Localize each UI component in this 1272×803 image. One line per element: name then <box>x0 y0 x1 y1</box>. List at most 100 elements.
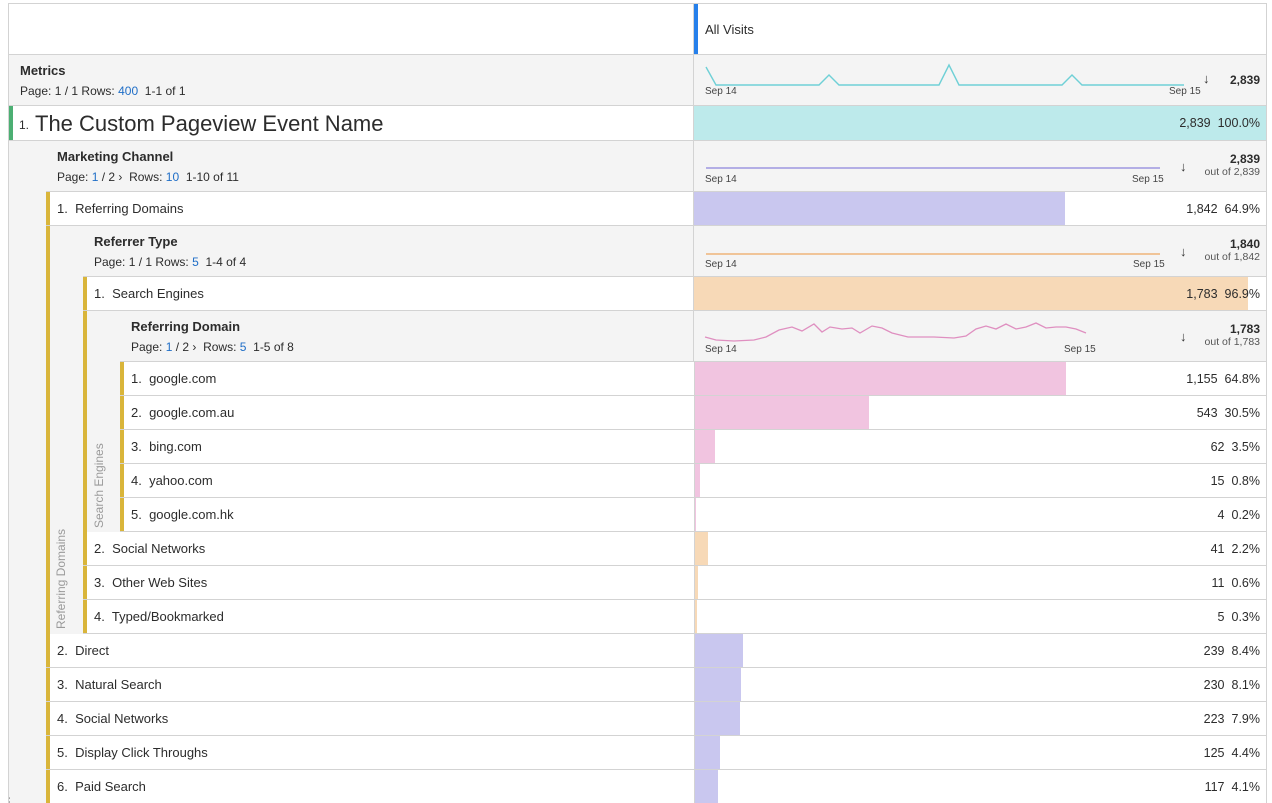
channel-bar <box>694 192 1065 225</box>
value-bar <box>695 736 720 769</box>
row-label: 4. Typed/Bookmarked <box>94 609 224 624</box>
value-bar <box>695 566 698 599</box>
row-stripe <box>46 702 50 735</box>
table-row[interactable]: 2. google.com.au 543 30.5% <box>120 396 1266 430</box>
row-value: 41 2.2% <box>1210 542 1260 556</box>
value-bar <box>695 702 740 735</box>
value-bar <box>695 498 696 531</box>
referring-domains-gutter: Referring Domains <box>46 226 84 634</box>
event-name: The Custom Pageview Event Name <box>35 111 384 136</box>
sort-desc-icon[interactable]: ↓ <box>1180 159 1187 174</box>
referrer-type-sparkline <box>706 253 1160 255</box>
column-header-row: All Visits <box>9 4 1266 55</box>
table-row[interactable]: 3. bing.com 62 3.5% <box>120 430 1266 464</box>
referrer-bar <box>694 277 1248 310</box>
sort-desc-icon[interactable]: ↓ <box>1180 329 1187 344</box>
row-value: 5 0.3% <box>1217 610 1260 624</box>
table-row[interactable]: 2. Direct 239 8.4% <box>46 634 1266 668</box>
row-value: 125 4.4% <box>1203 746 1260 760</box>
row-label: 3. Other Web Sites <box>94 575 208 590</box>
metrics-sparkline <box>705 63 1184 86</box>
dimension-title: Marketing Channel <box>57 149 174 164</box>
referring-domain-sparkline <box>704 322 1087 342</box>
value-bar <box>695 600 697 633</box>
row-stripe <box>120 430 124 463</box>
table-row[interactable]: 4. Social Networks 223 7.9% <box>46 702 1266 736</box>
marketing-channel-sparkline <box>706 167 1160 169</box>
metrics-pagination: Page: 1 / 1 Rows: 400 1-1 of 1 <box>20 84 186 98</box>
table-row[interactable]: 5. Display Click Throughs 125 4.4% <box>46 736 1266 770</box>
rows-selector[interactable]: 400 <box>118 84 139 98</box>
row-value: 4 0.2% <box>1217 508 1260 522</box>
sort-desc-icon[interactable]: ↓ <box>1180 244 1187 259</box>
referrer-row-search-engines[interactable]: 1. Search Engines 1,783 96.9% <box>83 277 1266 311</box>
row-label: 5. google.com.hk <box>131 507 234 522</box>
next-page-icon[interactable]: › <box>118 170 123 184</box>
referring-domain-header: Referring Domain Page: 1 / 2 › Rows: 5 1… <box>120 311 1266 362</box>
value-bar <box>695 362 1066 395</box>
channel-row-referring-domains[interactable]: 1. Referring Domains 1,842 64.9% <box>46 192 1266 226</box>
marketing-channel-pagination: Page: 1 / 2 › Rows: 10 1-10 of 11 <box>57 170 239 184</box>
freeform-table: All Visits Metrics Page: 1 / 1 Rows: 400… <box>8 3 1267 803</box>
value-bar <box>695 430 715 463</box>
rows-selector[interactable]: 10 <box>165 170 180 184</box>
row-label: 2. google.com.au <box>131 405 235 420</box>
row-value: 239 8.4% <box>1203 644 1260 658</box>
rows-selector[interactable]: 5 <box>239 340 247 354</box>
row-label: 2. Social Networks <box>94 541 206 556</box>
row-stripe <box>46 736 50 769</box>
column-resize-handle[interactable] <box>694 4 698 54</box>
metrics-title: Metrics <box>20 63 66 78</box>
next-page-icon[interactable]: › <box>192 340 197 354</box>
row-label: 5. Display Click Throughs <box>57 745 208 760</box>
row-stripe <box>120 362 124 395</box>
value-bar <box>695 464 700 497</box>
value-bar <box>695 770 718 803</box>
value-bar <box>695 396 869 429</box>
referrer-type-pagination: Page: 1 / 1 Rows: 5 1-4 of 4 <box>94 255 247 269</box>
breakdown-gutter: ew <box>9 141 47 803</box>
row-label: 2. Direct <box>57 643 110 658</box>
row-stripe <box>46 770 50 803</box>
row-value: 62 3.5% <box>1210 440 1260 454</box>
row-value: 230 8.1% <box>1203 678 1260 692</box>
row-value: 117 4.1% <box>1204 780 1260 794</box>
table-row[interactable]: 4. Typed/Bookmarked 5 0.3% <box>83 600 1266 634</box>
search-engines-gutter: Search Engines <box>83 311 121 532</box>
sort-desc-icon[interactable]: ↓ <box>1203 71 1210 86</box>
value-bar <box>695 668 741 701</box>
row-value: 223 7.9% <box>1203 712 1260 726</box>
rows-selector[interactable]: 5 <box>192 255 199 269</box>
row-value: 1,155 64.8% <box>1186 372 1260 386</box>
referrer-type-header: Referrer Type Page: 1 / 1 Rows: 5 1-4 of… <box>83 226 1266 277</box>
table-row[interactable]: 3. Other Web Sites 11 0.6% <box>83 566 1266 600</box>
row-stripe <box>83 600 87 633</box>
table-row[interactable]: 6. Paid Search 117 4.1% <box>46 770 1266 803</box>
row-stripe <box>83 532 87 565</box>
row-label: 4. Social Networks <box>57 711 169 726</box>
table-row[interactable]: 2. Social Networks 41 2.2% <box>83 532 1266 566</box>
table-row[interactable]: 3. Natural Search 230 8.1% <box>46 668 1266 702</box>
value-bar <box>695 532 708 565</box>
row-stripe <box>46 668 50 701</box>
table-row[interactable]: 5. google.com.hk 4 0.2% <box>120 498 1266 532</box>
row-stripe <box>120 498 124 531</box>
table-row[interactable]: 4. yahoo.com 15 0.8% <box>120 464 1266 498</box>
row-label: 4. yahoo.com <box>131 473 213 488</box>
row-stripe <box>120 396 124 429</box>
row-label: 6. Paid Search <box>57 779 146 794</box>
row-value: 15 0.8% <box>1210 474 1260 488</box>
row-label: 1. google.com <box>131 371 217 386</box>
row-stripe <box>46 634 50 667</box>
referring-domain-pagination: Page: 1 / 2 › Rows: 5 1-5 of 8 <box>131 340 294 354</box>
event-row[interactable]: 1. The Custom Pageview Event Name 2,839 1… <box>9 106 1266 141</box>
row-label: 3. Natural Search <box>57 677 162 692</box>
marketing-channel-header: Marketing Channel Page: 1 / 2 › Rows: 10… <box>46 141 1266 192</box>
row-value: 11 0.6% <box>1211 576 1260 590</box>
event-bar <box>694 106 1266 140</box>
row-stripe <box>83 566 87 599</box>
row-stripe <box>120 464 124 497</box>
segment-header[interactable]: All Visits <box>705 22 754 37</box>
table-row[interactable]: 1. google.com 1,155 64.8% <box>120 362 1266 396</box>
row-stripe <box>9 106 13 140</box>
